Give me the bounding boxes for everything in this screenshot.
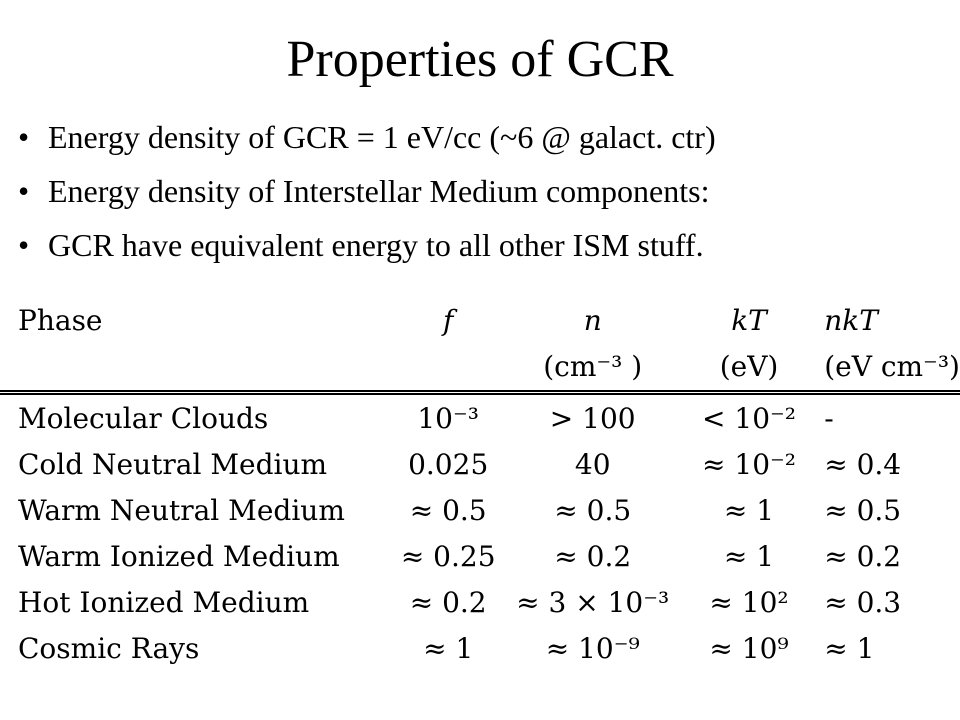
row-nkt: ≈ 0.5 [824,493,902,527]
table-row: Cold Neutral Medium 0.025 40 ≈ 10⁻² ≈ 0.… [0,441,960,487]
row-nkt: - [824,401,834,435]
ism-phase-table-container: Phase f n kT nkT (cm⁻³ ) (eV) (eV cm⁻³) … [0,298,960,670]
table-row: Molecular Clouds 10⁻³ > 100 < 10⁻² - [0,393,960,442]
units-phase [0,342,395,395]
row-f: ≈ 0.25 [400,539,496,573]
row-f: 0.025 [408,447,489,481]
header-kt: kT [731,303,767,337]
row-f: ≈ 1 [394,625,502,670]
row-kt: ≈ 10⁻² [702,447,797,481]
bullet-gcr-energy-density: Energy density of GCR = 1 eV/cc (~6 @ ga… [18,118,716,172]
row-n: ≈ 3 × 10⁻³ [516,585,670,619]
table-row: Warm Neutral Medium ≈ 0.5 ≈ 0.5 ≈ 1 ≈ 0.… [0,487,960,533]
bullet-gcr-equivalence: GCR have equivalent energy to all other … [18,226,716,280]
row-phase: Hot Ionized Medium [18,585,310,619]
row-n: > 100 [549,401,636,435]
row-f: 10⁻³ [417,401,479,435]
row-nkt: ≈ 0.2 [824,539,902,573]
table-row: Cosmic Rays ≈ 1 ≈ 10⁻⁹ ≈ 10⁹ ≈ 1 [0,625,960,670]
row-kt: < 10⁻² [702,401,797,435]
row-f: ≈ 0.5 [409,493,487,527]
ism-phase-table: Phase f n kT nkT (cm⁻³ ) (eV) (eV cm⁻³) … [0,298,960,670]
row-kt: ≈ 1 [723,539,775,573]
table-row: Hot Ionized Medium ≈ 0.2 ≈ 3 × 10⁻³ ≈ 10… [0,579,960,625]
row-f: ≈ 0.2 [409,585,487,619]
row-n: ≈ 10⁻⁹ [501,625,684,670]
units-nkt: (eV cm⁻³) [814,342,960,395]
slide-title: Properties of GCR [286,31,674,88]
row-kt: ≈ 10⁹ [683,625,815,670]
row-phase: Molecular Clouds [18,401,269,435]
table-header-row: Phase f n kT nkT [0,298,960,342]
row-n: 40 [574,447,611,481]
header-f: f [442,303,454,337]
header-phase: Phase [18,303,103,337]
table-units-row: (cm⁻³ ) (eV) (eV cm⁻³) [0,342,960,395]
header-n: n [583,303,602,337]
row-n: ≈ 0.5 [554,493,632,527]
table-row: Warm Ionized Medium ≈ 0.25 ≈ 0.2 ≈ 1 ≈ 0… [0,533,960,579]
units-kt: (eV) [683,342,815,395]
header-nkt: nkT [824,303,878,337]
row-phase: Cosmic Rays [0,625,395,670]
row-phase: Cold Neutral Medium [18,447,328,481]
row-nkt: ≈ 0.4 [824,447,902,481]
row-nkt: ≈ 0.3 [824,585,902,619]
row-nkt: ≈ 1 [814,625,960,670]
bullet-ism-energy-density: Energy density of Interstellar Medium co… [18,172,716,226]
bullet-list: Energy density of GCR = 1 eV/cc (~6 @ ga… [18,118,716,280]
row-kt: ≈ 10² [709,585,789,619]
row-kt: ≈ 1 [723,493,775,527]
row-phase: Warm Ionized Medium [18,539,340,573]
row-phase: Warm Neutral Medium [18,493,345,527]
units-f [394,342,502,395]
row-n: ≈ 0.2 [554,539,632,573]
units-n: (cm⁻³ ) [501,342,684,395]
